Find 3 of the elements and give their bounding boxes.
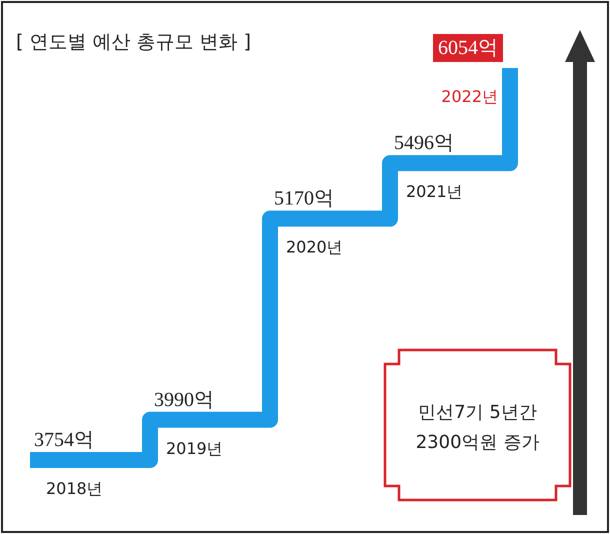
annotation: 민선7기 5년간 2300억원 증가	[416, 402, 540, 453]
title: [ 연도별 예산 총규모 변화 ]	[16, 31, 252, 53]
data-label: 6054억	[438, 37, 498, 59]
